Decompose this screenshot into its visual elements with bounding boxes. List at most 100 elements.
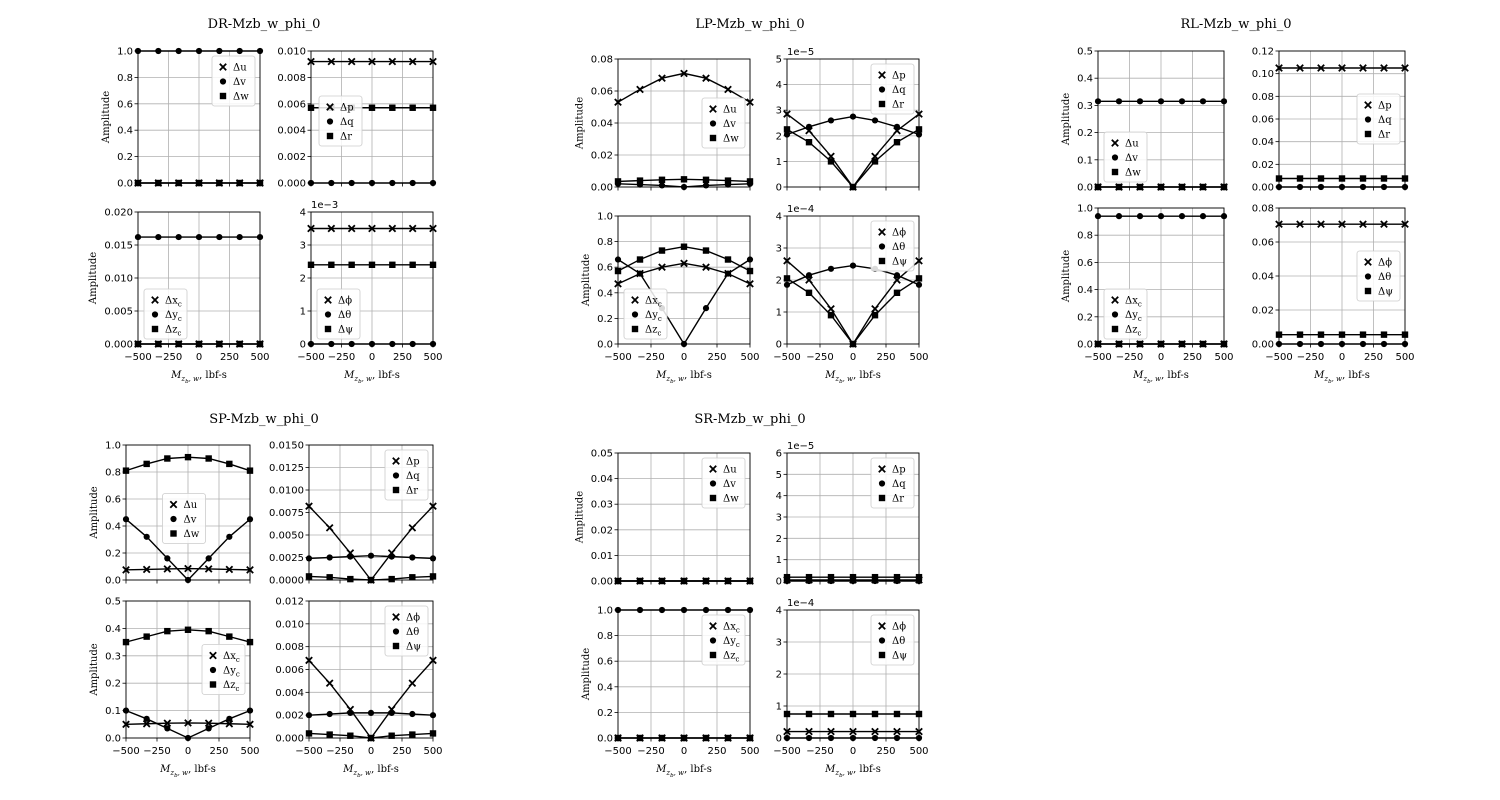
data-point-Δr [409, 104, 416, 111]
legend: Δu Δv Δw [701, 97, 746, 149]
y-tick-label: 0.0075 [269, 508, 304, 519]
x-axis-label-tail: , w [843, 375, 853, 383]
x-tick-label: 500 [740, 352, 759, 363]
data-point-Δp [408, 523, 417, 532]
legend-marker [219, 63, 227, 71]
y-tick-label: 0.00 [591, 577, 613, 588]
x-tick-label: 250 [220, 352, 239, 363]
data-point-Δψ [328, 261, 335, 268]
y-axis-label: Amplitude [89, 643, 100, 696]
legend-label: Δr [1378, 130, 1390, 141]
legend-label-sub: c [736, 656, 740, 664]
legend-marker [151, 296, 159, 304]
legend-label: Δw [233, 92, 249, 103]
y-tick-label: 4 [776, 491, 782, 502]
data-point-Δψ [1338, 331, 1346, 338]
legend-marker [219, 78, 227, 85]
legend-marker [326, 132, 334, 140]
x-axis-label-sym: M [824, 764, 836, 775]
data-point-Δϕ-b [893, 727, 901, 736]
data-point-Δq [871, 117, 879, 124]
legend-label-base: Δψ [892, 651, 907, 662]
data-point-Δϕ [805, 727, 813, 736]
y-tick-label: 0.002 [277, 152, 306, 163]
data-point-Δϕ-b [849, 727, 857, 736]
y-offset-label: 1e−5 [787, 47, 814, 58]
panel-1: 0.0 0.2 0.4 0.6 0.8 1.0 Amplitude Δu Δv Δw [101, 47, 264, 190]
legend-label: Δθ [892, 242, 905, 253]
x-axis-label-sub: z [1323, 375, 1328, 383]
data-point-Δϕ-b [368, 224, 376, 233]
legend: Δϕ Δθ Δψ [384, 605, 429, 657]
data-point-Δϕ [849, 727, 857, 736]
y-tick-label: 0.08 [591, 55, 613, 66]
y-tick-label: 0 [776, 734, 782, 745]
x-axis-label-subsub: b [839, 773, 843, 779]
data-point-Δq [388, 553, 395, 560]
data-point-Δx_c-b [142, 719, 151, 728]
legend-label-base: Δq [1378, 115, 1392, 126]
legend-marker [878, 637, 886, 644]
y-tick-label: 4 [776, 80, 782, 91]
legend-marker [709, 465, 717, 473]
x-axis-label-sub: z [353, 375, 358, 383]
legend-label: Δxc [165, 296, 182, 309]
legend-label: Δϕ [892, 622, 906, 633]
data-point-Δu-b [184, 564, 192, 573]
y-offset-label: 1e−4 [787, 598, 814, 609]
x-axis-label-tail: , w [189, 375, 199, 383]
data-point-Δx_c-b [658, 263, 666, 272]
legend-marker [709, 494, 717, 502]
data-point-Δv [1157, 98, 1165, 105]
data-point-Δx_c [184, 719, 192, 727]
legend-label: Δv [233, 77, 246, 88]
data-point-Δx_c-b [204, 719, 213, 728]
y-tick-label: 0.08 [1252, 204, 1274, 215]
data-point-Δp [1380, 64, 1388, 72]
y-axis-label: Amplitude [1061, 93, 1072, 146]
y-tick-label: 0.3 [105, 651, 121, 662]
data-point-Δp [327, 57, 336, 66]
y-axis-label: Amplitude [1061, 250, 1072, 303]
legend-marker-b [326, 103, 334, 111]
y-tick-label: 0.2 [105, 549, 121, 560]
data-point-Δψ [409, 731, 416, 738]
legend: Δp Δq Δr [870, 63, 915, 115]
y-tick-label: 0.000 [275, 734, 304, 745]
data-point-Δu-b [658, 74, 666, 83]
legend-marker [324, 311, 332, 318]
x-tick-label: −250 [143, 746, 170, 757]
legend-label-base: Δq [892, 479, 906, 490]
legend-marker-b [878, 465, 886, 473]
chart-group-DR-Mzb_w_phi_0: DR-Mzb_w_phi_0 0.0 0.2 0.4 0.6 0.8 1.0 Amplitud… [88, 17, 443, 385]
y-tick-label: 1.0 [597, 212, 613, 223]
legend-label: Δv [723, 479, 736, 490]
x-axis-label-sym: M [655, 764, 667, 775]
data-point-Δv [143, 533, 150, 540]
panel-3: 0.0 0.2 0.4 0.6 0.8 1.0 −500 −250 0 250 500 Mzb, w,… [581, 606, 760, 780]
x-axis-label: Mzb, w, lbf-s [655, 764, 712, 779]
data-point-Δw [143, 460, 150, 468]
y-offset-label: 1e−5 [787, 441, 814, 452]
x-tick-label: 500 [909, 352, 928, 363]
legend-label: Δq [892, 479, 906, 490]
data-point-Δz_c [702, 247, 710, 254]
x-axis-label-unit: , lbf-s [372, 370, 400, 381]
x-tick-label: 250 [707, 746, 726, 757]
data-point-Δr [893, 139, 901, 146]
legend-marker [392, 642, 400, 650]
legend-marker [1111, 139, 1119, 147]
data-point-Δq [849, 113, 857, 120]
legend-marker [170, 515, 177, 523]
legend-marker [709, 622, 717, 630]
chart-title: RL-Mzb_w_phi_0 [1180, 17, 1291, 32]
x-axis-label-subsub: b [357, 773, 361, 779]
x-tick-label: 500 [1395, 352, 1414, 363]
legend-label-base: Δz [723, 651, 736, 662]
x-tick-label: −250 [1116, 352, 1143, 363]
panel-4: 0.000 0.002 0.004 0.006 0.008 0.010 0.012 −500−… [275, 597, 442, 780]
data-point-Δy_c [1157, 213, 1165, 220]
legend-label: Δu [184, 500, 198, 511]
legend-label: Δxc [645, 296, 662, 309]
legend-label: Δxc [723, 622, 740, 635]
